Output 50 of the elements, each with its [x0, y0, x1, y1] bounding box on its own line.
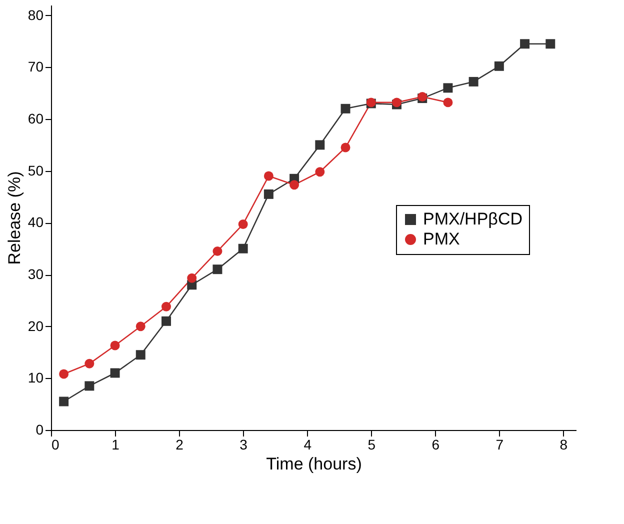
y-tick-label: 0: [36, 422, 44, 438]
point: [212, 264, 222, 274]
point: [136, 322, 146, 332]
point: [290, 180, 300, 190]
x-tick-label: 4: [304, 436, 312, 452]
point: [110, 368, 120, 378]
y-tick-label: 40: [28, 214, 44, 230]
point: [264, 189, 274, 199]
y-tick-label: 60: [28, 110, 44, 127]
y-tick-label: 20: [28, 318, 44, 334]
point: [468, 76, 478, 86]
point: [59, 396, 69, 406]
point: [315, 140, 325, 150]
point: [340, 104, 350, 114]
x-tick-label: 6: [432, 436, 440, 452]
x-tick-label: 1: [112, 436, 120, 452]
x-tick-label: 5: [368, 436, 376, 452]
y-tick-label: 70: [28, 58, 44, 75]
point: [520, 39, 530, 49]
legend-label: PMX/HPβCD: [423, 210, 523, 228]
x-tick-label: 8: [560, 436, 568, 452]
x-tick-label: 0: [52, 436, 60, 452]
point: [315, 167, 325, 177]
point: [238, 220, 248, 229]
point: [136, 350, 146, 360]
point: [212, 246, 222, 256]
point: [443, 98, 453, 108]
point: [238, 244, 248, 254]
point: [187, 273, 197, 283]
point: [340, 142, 350, 152]
x-axis-title: Time (hours): [266, 454, 362, 474]
y-tick-label: 10: [28, 370, 44, 386]
point: [162, 302, 171, 312]
point: [110, 340, 120, 350]
x-tick-label: 7: [496, 436, 504, 452]
point: [494, 61, 504, 71]
point: [443, 83, 453, 93]
point: [264, 171, 274, 181]
y-tick-label: 50: [28, 162, 44, 178]
point: [59, 369, 69, 379]
y-axis-title: Release (%): [4, 171, 24, 265]
x-tick-label: 3: [240, 436, 248, 452]
point: [162, 316, 171, 326]
point: [84, 358, 94, 368]
point: [84, 381, 94, 391]
point: [546, 39, 556, 49]
legend-label: PMX: [423, 230, 460, 248]
x-tick-label: 2: [176, 436, 184, 452]
y-tick-label: 80: [28, 6, 44, 23]
y-tick-label: 30: [28, 266, 44, 282]
